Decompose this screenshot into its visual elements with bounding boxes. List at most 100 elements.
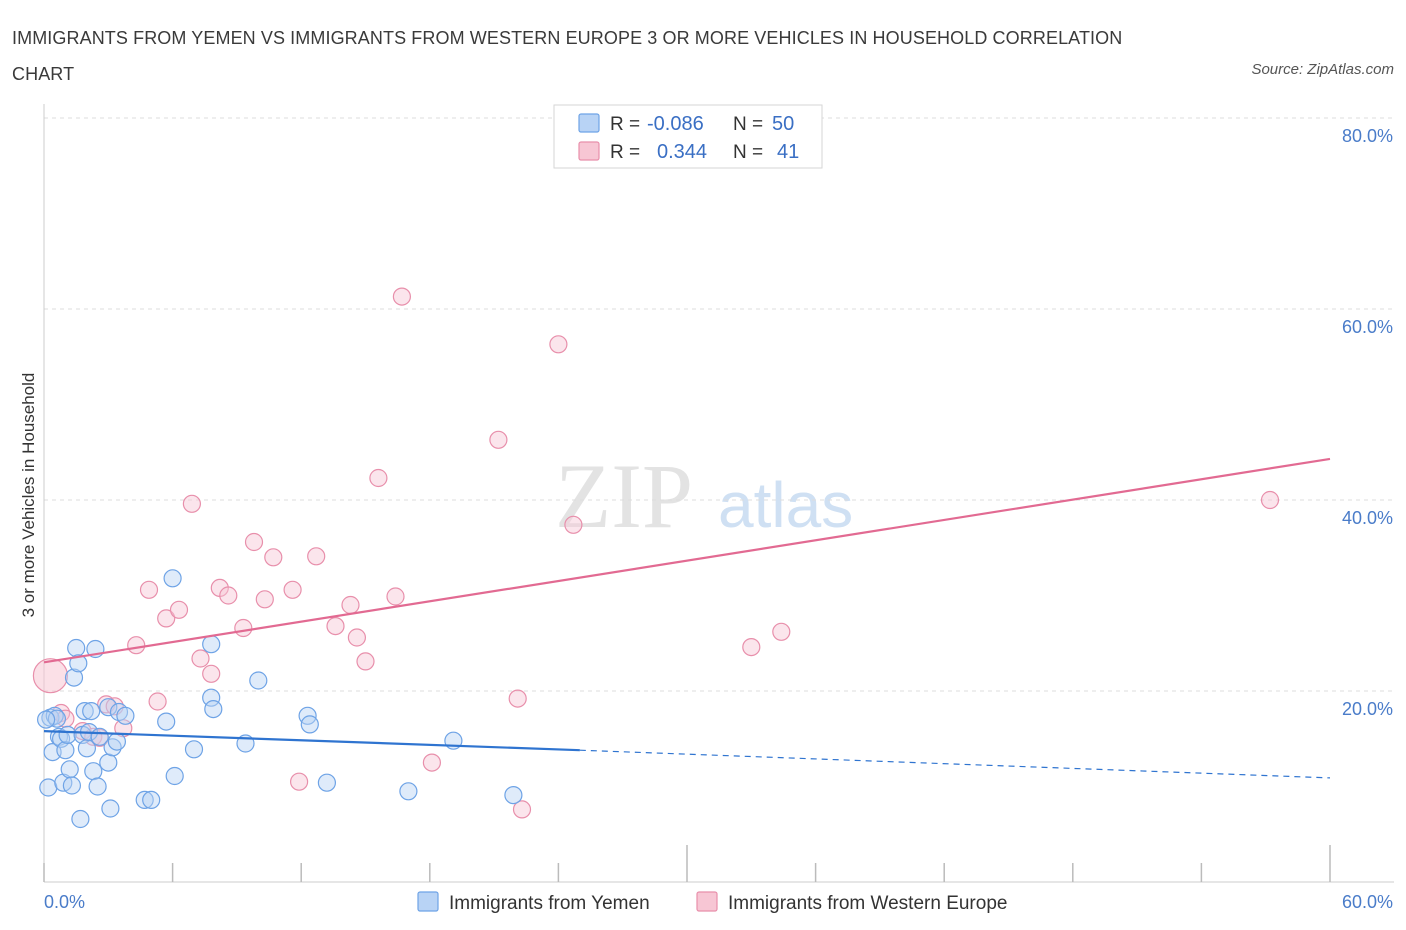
point-western-europe — [742, 637, 761, 657]
y-tick-label: 20.0% — [1342, 699, 1393, 719]
point-yemen — [202, 688, 221, 707]
point-yemen — [99, 753, 118, 772]
point-western-europe — [369, 468, 388, 488]
point-western-europe — [307, 547, 326, 566]
x-tick-label-left: 0.0% — [44, 892, 85, 912]
point-western-europe — [32, 658, 69, 694]
point-yemen — [399, 782, 418, 801]
point-yemen — [64, 668, 84, 687]
point-western-europe — [191, 649, 210, 668]
trend-lines — [43, 457, 1331, 779]
point-yemen — [142, 790, 161, 810]
point-yemen — [135, 790, 154, 810]
point-western-europe — [255, 590, 274, 609]
point-western-europe — [422, 753, 441, 772]
tick-labels: 20.0% 40.0% 60.0% 80.0% 0.0% 60.0% — [44, 126, 1393, 912]
point-yemen — [39, 778, 58, 797]
point-western-europe — [512, 800, 532, 819]
data-points — [32, 287, 1280, 829]
point-western-europe — [290, 772, 309, 791]
trend-line-yemen-extrapolated — [579, 749, 1331, 779]
point-western-europe — [157, 609, 176, 628]
point-yemen — [317, 773, 336, 792]
point-western-europe — [508, 689, 527, 708]
legend-swatch-yemen — [578, 113, 600, 133]
point-western-europe — [182, 494, 201, 513]
point-yemen — [249, 671, 268, 690]
point-yemen — [69, 654, 88, 673]
legend-r-label-western-europe: R = — [610, 142, 640, 163]
y-tick-label: 60.0% — [1342, 317, 1393, 337]
point-yemen — [101, 799, 120, 818]
point-western-europe — [234, 618, 253, 638]
point-western-europe — [347, 628, 366, 647]
point-western-europe — [148, 692, 167, 711]
point-yemen — [204, 699, 223, 719]
y-axis-label: 3 or more Vehicles in Household — [19, 373, 38, 618]
point-western-europe — [283, 580, 302, 599]
point-western-europe — [1260, 490, 1280, 510]
legend-swatch-western-europe — [578, 141, 600, 161]
chart-title: IMMIGRANTS FROM YEMEN VS IMMIGRANTS FROM… — [12, 28, 1123, 84]
point-yemen — [67, 638, 86, 658]
series-legend: Immigrants from Yemen Immigrants from We… — [417, 891, 1007, 914]
legend-n-label-western-europe: N = — [733, 142, 763, 163]
point-western-europe — [219, 586, 238, 605]
point-western-europe — [202, 664, 221, 683]
point-western-europe — [564, 515, 583, 534]
y-tick-label: 40.0% — [1342, 508, 1393, 528]
point-yemen — [71, 809, 90, 829]
point-western-europe — [489, 430, 508, 449]
point-yemen — [300, 715, 319, 734]
point-yemen — [504, 785, 523, 805]
point-yemen — [165, 766, 184, 786]
point-yemen — [82, 701, 101, 721]
point-yemen — [99, 698, 118, 717]
trend-line-yemen — [43, 730, 580, 752]
point-western-europe — [244, 532, 264, 552]
point-western-europe — [341, 595, 360, 615]
grid-lines — [44, 117, 1394, 692]
point-western-europe — [772, 622, 791, 641]
point-yemen — [184, 740, 204, 759]
point-western-europe — [392, 287, 411, 306]
point-western-europe — [356, 652, 375, 671]
bottom-legend-label-yemen: Immigrants from Yemen — [449, 893, 650, 914]
point-western-europe — [549, 335, 568, 354]
legend-n-value-western-europe: 41 — [777, 141, 799, 163]
point-yemen — [60, 760, 79, 779]
watermark-zip: ZIP — [555, 445, 693, 547]
chart-source: Source: ZipAtlas.com — [1251, 61, 1394, 78]
bottom-legend-swatch-western-europe — [696, 891, 718, 912]
point-yemen — [107, 732, 127, 751]
bottom-legend-swatch-yemen — [417, 891, 439, 912]
point-yemen — [58, 725, 77, 745]
point-western-europe — [169, 600, 189, 619]
legend-r-label-yemen: R = — [610, 114, 640, 135]
bottom-legend-label-western-europe: Immigrants from Western Europe — [728, 893, 1007, 914]
trend-line-western-europe — [43, 457, 1331, 664]
point-western-europe — [264, 548, 283, 567]
x-tick-label-right: 60.0% — [1342, 892, 1393, 912]
stats-legend: R = -0.086 N = 50 R = 0.344 N = 41 — [553, 104, 823, 169]
point-western-europe — [127, 636, 146, 655]
point-western-europe — [386, 587, 405, 606]
point-yemen — [75, 701, 94, 721]
point-yemen — [157, 712, 176, 731]
point-yemen — [62, 776, 82, 795]
point-yemen — [202, 635, 221, 654]
point-western-europe — [139, 580, 159, 599]
point-yemen — [84, 762, 103, 781]
point-yemen — [88, 777, 107, 796]
point-yemen — [116, 706, 135, 725]
legend-n-label-yemen: N = — [733, 114, 763, 135]
legend-r-value-yemen: -0.086 — [647, 113, 704, 135]
point-yemen — [163, 569, 182, 588]
watermark-atlas: atlas — [718, 469, 853, 541]
point-western-europe — [326, 616, 345, 636]
legend-n-value-yemen: 50 — [772, 113, 794, 135]
point-yemen — [56, 741, 75, 760]
point-yemen — [45, 706, 64, 725]
point-yemen — [36, 710, 56, 729]
